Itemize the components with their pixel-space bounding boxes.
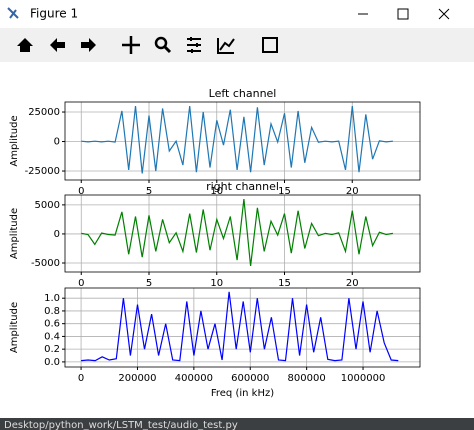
x-tick-label: 200000 — [118, 373, 156, 384]
footer-bar — [0, 418, 474, 430]
edit-button[interactable] — [217, 38, 235, 54]
y-tick-label: -5000 — [31, 258, 60, 269]
x-tick-label: 5 — [146, 186, 152, 197]
chart-title: Left channel — [209, 87, 277, 100]
close-button[interactable] — [438, 8, 450, 20]
x-tick-label: 0 — [78, 186, 84, 197]
y-tick-label: 0.2 — [44, 344, 60, 355]
y-axis-label: Amplitude — [9, 115, 20, 166]
y-tick-label: 0.4 — [44, 331, 60, 342]
x-tick-label: 10 — [210, 278, 223, 289]
footer-text: Desktop/python_work/LSTM_test/audio_test… — [4, 420, 238, 430]
x-tick-label: 20 — [346, 278, 359, 289]
y-tick-label: 0 — [54, 137, 60, 148]
axes-frame — [64, 101, 421, 181]
data-line — [81, 291, 399, 362]
y-tick-label: 5000 — [35, 200, 60, 211]
x-tick-label: 600000 — [231, 373, 269, 384]
axes-frame — [64, 287, 421, 368]
x-tick-label: 5 — [146, 278, 152, 289]
y-tick-label: 1.0 — [44, 293, 60, 304]
pan-button[interactable] — [122, 36, 140, 54]
x-tick-label: 800000 — [288, 373, 326, 384]
home-button[interactable] — [17, 38, 33, 52]
data-line — [81, 106, 393, 174]
forward-button[interactable] — [81, 38, 96, 52]
maximize-button[interactable] — [397, 8, 409, 20]
y-axis-label: Amplitude — [9, 208, 20, 259]
app-icon — [7, 7, 19, 19]
x-tick-label: 15 — [278, 186, 291, 197]
save-button[interactable] — [262, 37, 278, 53]
x-tick-label: 0 — [78, 373, 84, 384]
y-tick-label: -25000 — [25, 166, 60, 177]
y-tick-label: 0.0 — [44, 357, 60, 368]
x-axis-label: Freq (in kHz) — [211, 388, 274, 399]
x-tick-label: 1000000 — [341, 373, 386, 384]
window-title: Figure 1 — [30, 7, 78, 21]
x-tick-label: 400000 — [175, 373, 213, 384]
x-tick-label: 15 — [278, 278, 291, 289]
data-line — [81, 199, 393, 266]
x-tick-label: 10 — [210, 186, 223, 197]
y-tick-label: 0.6 — [44, 319, 60, 330]
title-bar — [0, 0, 474, 28]
y-axis-label: Amplitude — [9, 302, 20, 353]
y-tick-label: 0 — [54, 229, 60, 240]
x-tick-label: 0 — [78, 278, 84, 289]
x-tick-label: 20 — [346, 186, 359, 197]
zoom-button[interactable] — [154, 36, 172, 54]
chart-title: right channel — [206, 180, 279, 193]
back-button[interactable] — [50, 38, 65, 52]
configure-button[interactable] — [187, 37, 201, 53]
toolbar — [0, 28, 474, 62]
y-tick-label: 25000 — [28, 107, 60, 118]
axes-frame — [64, 194, 421, 273]
y-tick-label: 0.8 — [44, 306, 60, 317]
canvas — [0, 62, 474, 418]
